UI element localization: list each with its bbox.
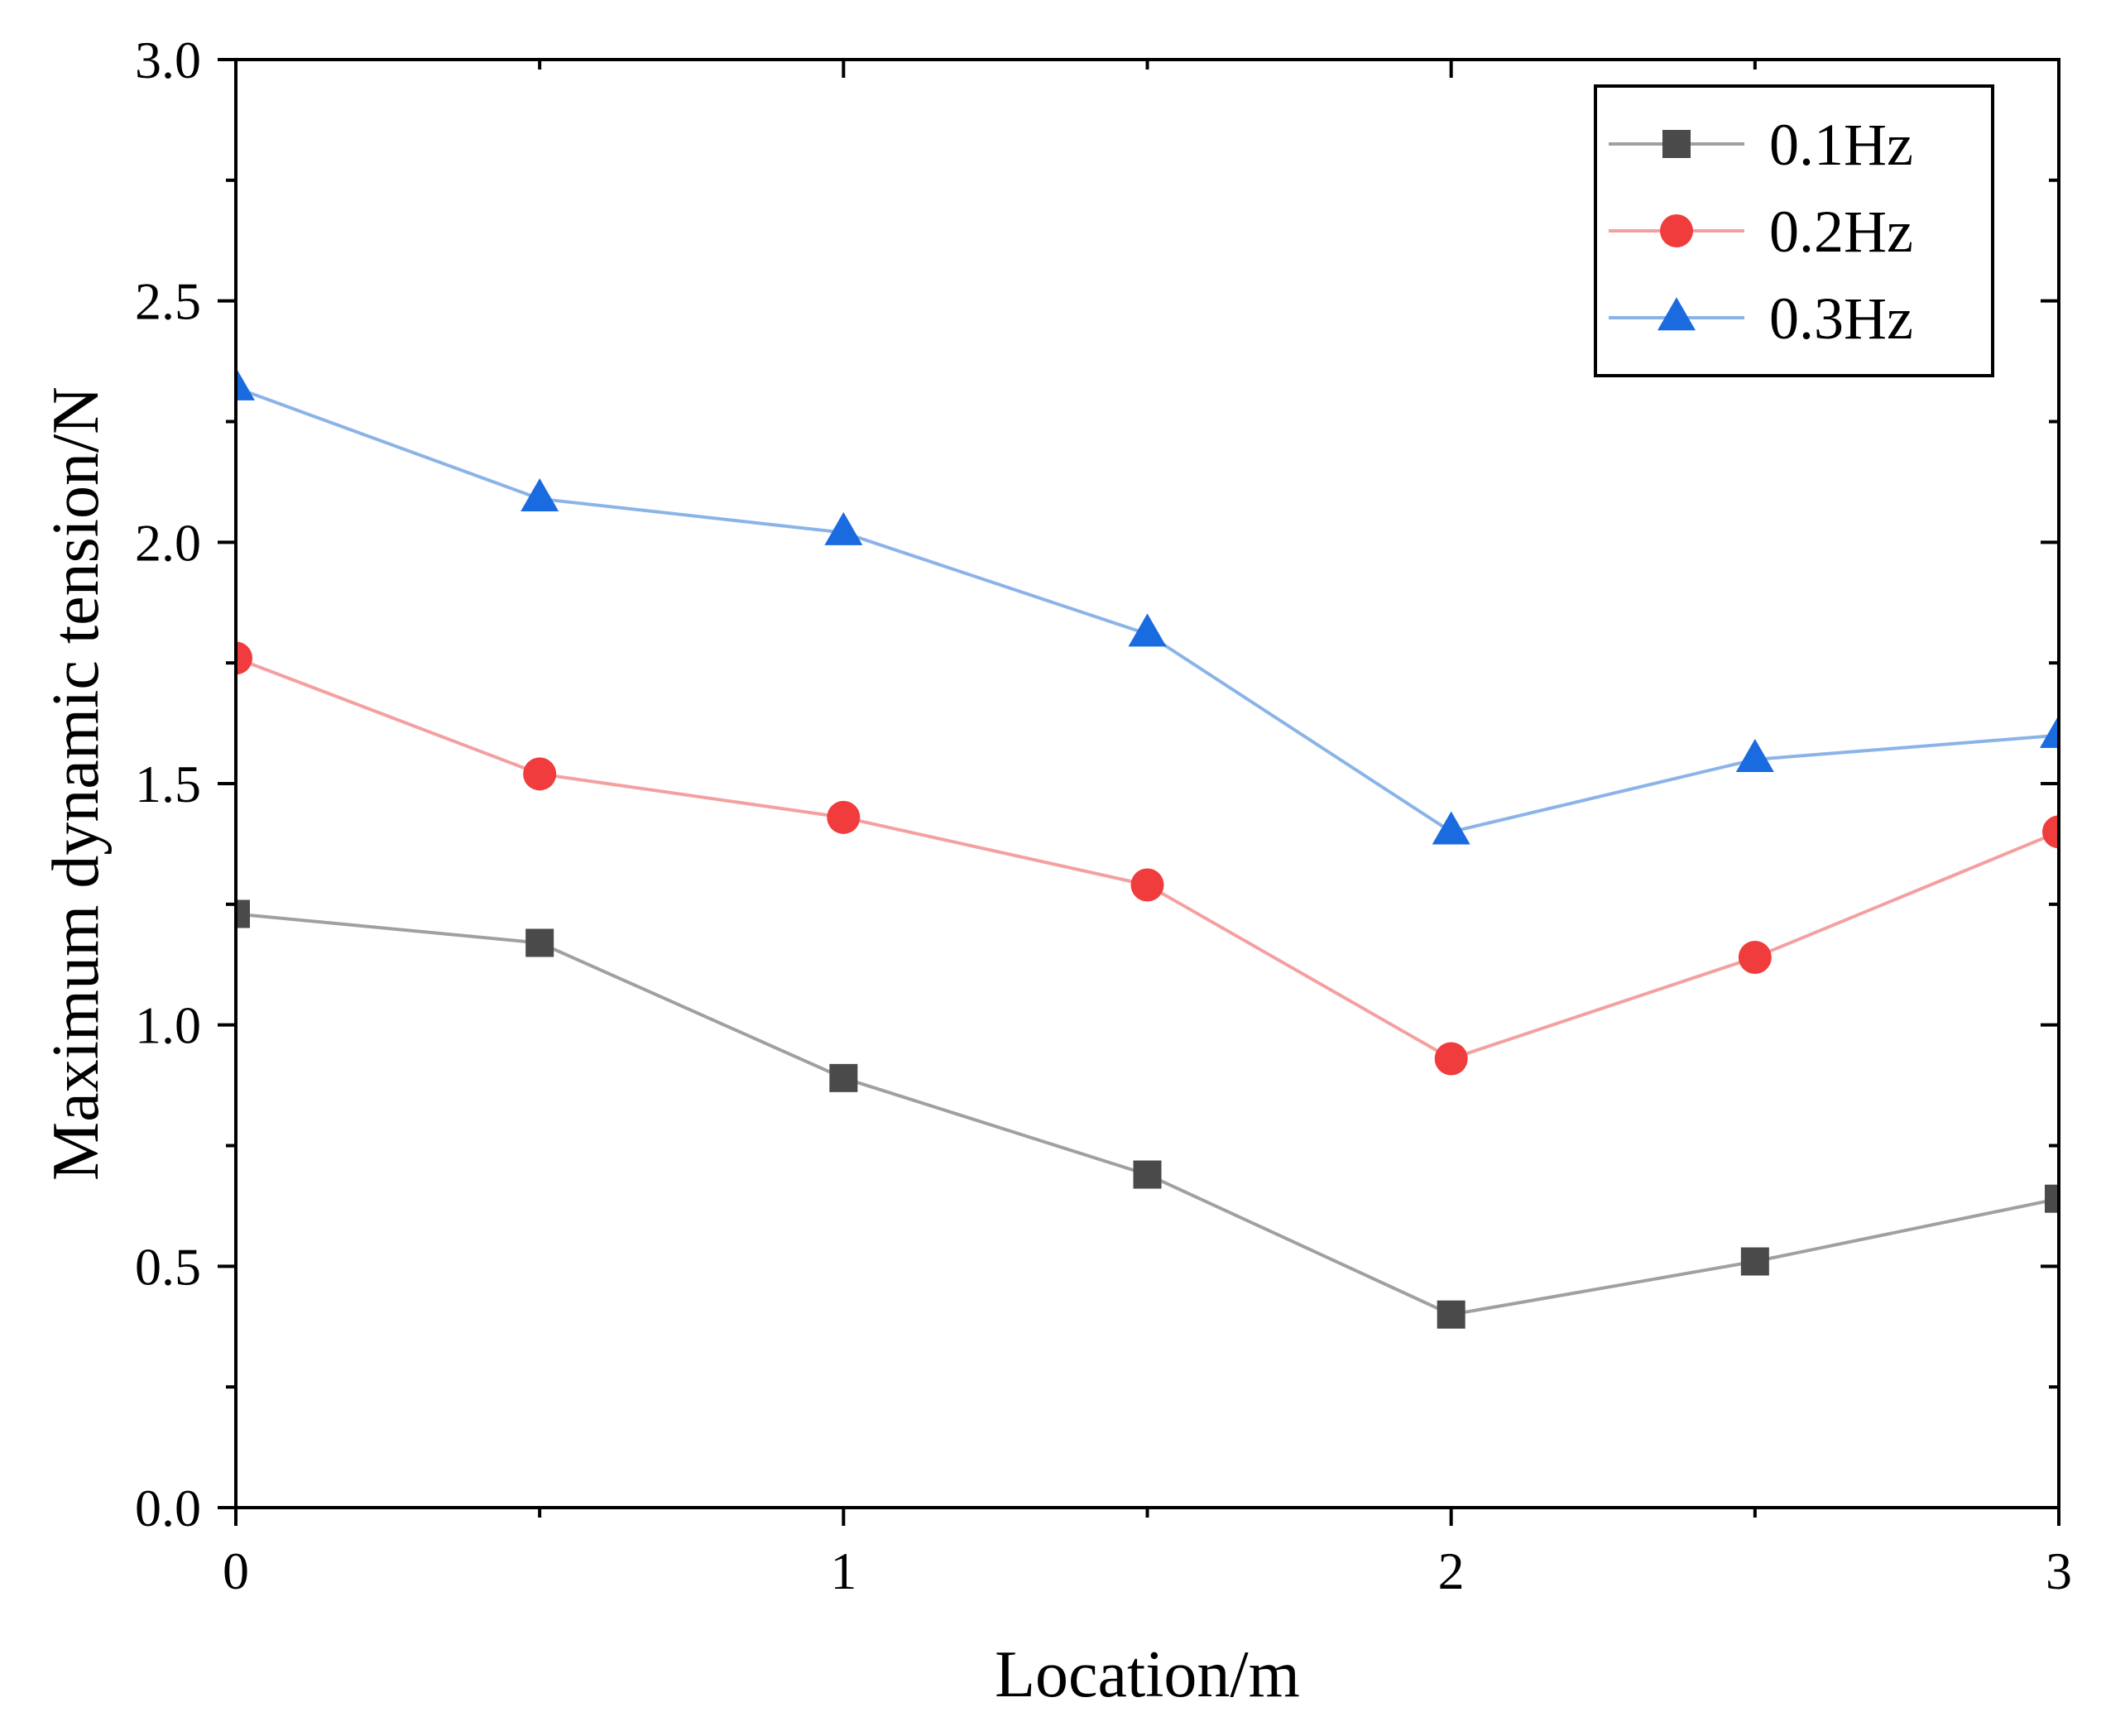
x-tick-label: 1 <box>830 1542 856 1600</box>
data-point <box>521 478 559 512</box>
data-point <box>1432 811 1470 845</box>
data-point <box>1735 739 1774 773</box>
data-point <box>1437 1300 1466 1329</box>
data-point <box>827 800 861 834</box>
data-point <box>2042 815 2059 849</box>
x-tick-label: 2 <box>1438 1542 1465 1600</box>
y-tick-label: 2.0 <box>135 513 201 572</box>
legend-entry: 0.3Hz <box>1609 285 1913 352</box>
legend: 0.1Hz 0.2Hz 0.3Hz <box>1594 84 1994 377</box>
data-point <box>2045 1184 2059 1213</box>
data-point <box>1738 941 1772 974</box>
legend-label: 0.1Hz <box>1769 112 1913 178</box>
series-line <box>236 656 2059 1061</box>
y-tick-label: 0.5 <box>135 1237 201 1296</box>
y-tick-label: 3.0 <box>135 31 201 89</box>
data-point <box>829 1063 858 1092</box>
series-line <box>236 912 2059 1316</box>
data-point <box>824 511 863 545</box>
data-point <box>1434 1042 1468 1076</box>
data-point <box>523 757 557 791</box>
series-layer <box>236 367 2059 1329</box>
data-point <box>1128 613 1167 647</box>
legend-marker <box>1657 297 1696 331</box>
data-point <box>2040 714 2059 748</box>
series-0.3Hz <box>236 367 2059 845</box>
legend-entry: 0.2Hz <box>1609 199 1913 265</box>
legend-label: 0.2Hz <box>1769 199 1913 265</box>
data-point <box>1740 1247 1769 1276</box>
series-line <box>236 386 2059 834</box>
legend-marker <box>1660 214 1693 247</box>
legend-entry: 0.1Hz <box>1609 112 1913 178</box>
data-point <box>236 641 252 675</box>
x-axis-title: Location/m <box>995 1638 1300 1711</box>
data-point <box>236 367 255 400</box>
data-point <box>1130 868 1164 902</box>
y-tick-label: 1.0 <box>135 996 201 1055</box>
series-0.1Hz <box>236 899 2059 1329</box>
y-tick-label: 0.0 <box>135 1479 201 1537</box>
axes-layer: 0.0 0.5 1.0 1.5 2.0 2.5 3.0 0 1 2 3 <box>135 31 2072 1600</box>
data-point <box>1133 1160 1162 1189</box>
data-point <box>525 928 554 957</box>
legend-marker <box>1662 130 1691 158</box>
y-axis-title: Maximum dynamic tension/N <box>40 386 113 1181</box>
x-tick-label: 0 <box>223 1542 249 1600</box>
data-point <box>236 899 250 928</box>
y-tick-label: 2.5 <box>135 272 201 331</box>
series-0.2Hz <box>236 641 2059 1076</box>
x-tick-label: 3 <box>2046 1542 2072 1600</box>
legend-label: 0.3Hz <box>1769 285 1913 352</box>
y-tick-label: 1.5 <box>135 755 201 813</box>
